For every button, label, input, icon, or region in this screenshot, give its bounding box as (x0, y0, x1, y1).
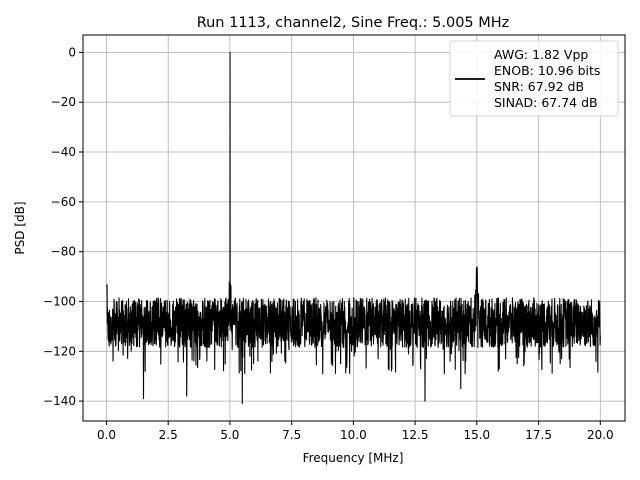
x-tick-label: 20.0 (587, 428, 614, 442)
x-tick-label: 2.5 (159, 428, 178, 442)
x-tick-label: 15.0 (463, 428, 490, 442)
y-tick-label: 0 (68, 45, 76, 59)
x-tick-label: 12.5 (402, 428, 429, 442)
x-axis-label: Frequency [MHz] (303, 451, 404, 465)
y-tick-label: −40 (51, 145, 76, 159)
x-tick-label: 0.0 (97, 428, 116, 442)
x-tick-label: 17.5 (525, 428, 552, 442)
legend: AWG: 1.82 Vpp ENOB: 10.96 bits SNR: 67.9… (449, 40, 619, 117)
legend-line-enob: ENOB: 10.96 bits (494, 63, 600, 78)
y-tick-label: −20 (51, 95, 76, 109)
legend-line-snr: SNR: 67.92 dB (494, 79, 584, 94)
legend-line-sinad: SINAD: 67.74 dB (494, 95, 598, 110)
legend-line-awg: AWG: 1.82 Vpp (494, 47, 588, 62)
y-tick-label: −120 (43, 344, 76, 358)
psd-trace (105, 51, 601, 405)
y-tick-label: −140 (43, 394, 76, 408)
psd-series-line (105, 51, 601, 405)
chart-title: Run 1113, channel2, Sine Freq.: 5.005 MH… (197, 15, 510, 31)
plot-frame (82, 34, 626, 422)
y-tick-label: −80 (51, 245, 76, 259)
y-tick-label: −100 (43, 295, 76, 309)
legend-box (449, 40, 619, 117)
x-tick-label: 7.5 (282, 428, 301, 442)
y-axis-ticks: 0 −20 −40 −60 −80 −100 −120 −140 (43, 45, 83, 408)
y-tick-label: −60 (51, 195, 76, 209)
x-tick-label: 10.0 (340, 428, 367, 442)
y-axis-label: PSD [dB] (13, 201, 27, 254)
x-axis-ticks: 0.0 2.5 5.0 7.5 10.0 12.5 15.0 17.5 20.0 (97, 421, 614, 442)
x-tick-label: 5.0 (220, 428, 239, 442)
grid-lines (83, 35, 625, 421)
